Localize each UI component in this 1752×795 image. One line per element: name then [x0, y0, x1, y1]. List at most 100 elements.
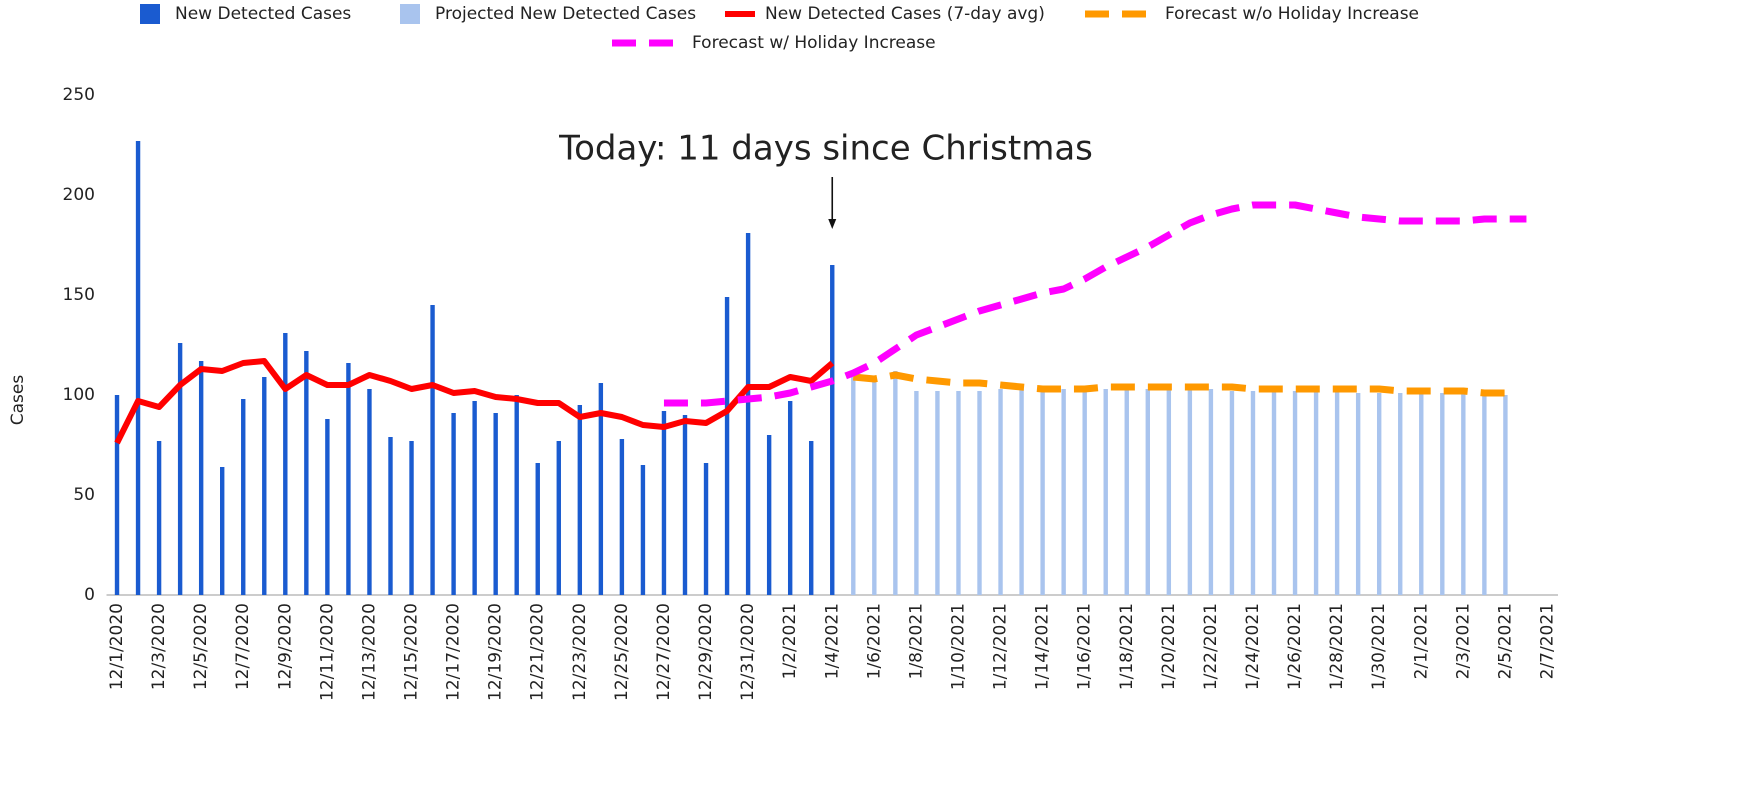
x-tick-label: 1/4/2021 — [822, 603, 842, 679]
bar — [135, 141, 141, 595]
bar — [1040, 389, 1045, 595]
bar — [430, 305, 435, 595]
x-tick-label: 1/30/2021 — [1369, 603, 1389, 690]
annotation: Today: 11 days since Christmas — [558, 129, 1093, 169]
bar — [1229, 391, 1235, 595]
bar — [472, 401, 477, 595]
x-tick-label: 2/1/2021 — [1411, 603, 1431, 679]
bar — [682, 415, 688, 595]
x-tick-label: 1/18/2021 — [1117, 603, 1137, 690]
x-tick-label: 1/10/2021 — [948, 603, 968, 690]
forecast-line — [852, 371, 1506, 397]
bar — [661, 411, 667, 595]
bar — [977, 391, 982, 595]
y-tick-label: 250 — [63, 85, 95, 105]
bar — [1019, 389, 1024, 595]
bar — [1292, 391, 1298, 595]
bar — [956, 391, 961, 595]
x-tick-label: 12/17/2020 — [444, 603, 464, 701]
x-tick-label: 1/8/2021 — [906, 603, 926, 679]
x-tick-label: 2/7/2021 — [1537, 603, 1557, 679]
y-tick-label: 200 — [63, 185, 95, 205]
avg-line — [114, 358, 835, 445]
bar — [1061, 389, 1066, 595]
bar — [1271, 391, 1277, 595]
bar — [1334, 391, 1340, 595]
x-tick-label: 1/24/2021 — [1243, 603, 1263, 690]
x-tick-label: 12/31/2020 — [738, 603, 758, 701]
bar — [262, 377, 267, 595]
bar — [1313, 391, 1319, 595]
bar — [346, 363, 351, 595]
bar — [914, 391, 919, 595]
bar — [1461, 393, 1466, 595]
x-tick-label: 1/22/2021 — [1201, 603, 1221, 690]
bar — [1124, 389, 1129, 595]
x-tick-label: 12/13/2020 — [359, 603, 379, 701]
y-tick-label: 0 — [84, 585, 95, 605]
bar — [388, 437, 393, 595]
x-tick-label: 2/5/2021 — [1495, 603, 1515, 679]
legend-label: New Detected Cases (7-day avg) — [765, 4, 1045, 24]
bar — [640, 465, 646, 595]
x-tick-label: 12/29/2020 — [696, 603, 716, 701]
bar — [1082, 389, 1087, 595]
bar — [619, 439, 625, 595]
x-tick-label: 12/21/2020 — [528, 603, 548, 701]
bar — [787, 401, 793, 595]
bar — [219, 467, 225, 595]
bar — [556, 441, 561, 595]
bar — [1187, 389, 1193, 595]
bar — [325, 419, 330, 595]
bar — [1376, 393, 1382, 595]
bar — [893, 371, 898, 595]
x-tick-label: 1/20/2021 — [1159, 603, 1179, 690]
bar — [1250, 391, 1256, 595]
bar — [156, 441, 162, 595]
bar — [409, 441, 414, 595]
bar — [830, 265, 835, 595]
x-tick-label: 1/12/2021 — [991, 603, 1011, 690]
bar — [809, 441, 814, 595]
bar — [851, 377, 856, 595]
legend-swatch — [140, 4, 160, 24]
bar — [1103, 389, 1108, 595]
legend-label: Forecast w/ Holiday Increase — [692, 33, 936, 53]
legend-label: New Detected Cases — [175, 4, 351, 24]
bar — [1440, 393, 1445, 595]
bar — [577, 405, 583, 595]
legend-swatch — [400, 4, 420, 24]
bar — [1419, 393, 1424, 595]
bar — [935, 391, 940, 595]
bar — [1398, 393, 1403, 595]
y-tick-label: 50 — [73, 485, 95, 505]
bar — [367, 389, 372, 595]
x-tick-label: 12/3/2020 — [149, 603, 169, 690]
bar — [177, 343, 183, 595]
x-tick-label: 2/3/2021 — [1453, 603, 1473, 679]
bar — [598, 383, 604, 595]
bar — [451, 413, 456, 595]
bar — [745, 233, 751, 595]
bar — [493, 413, 498, 595]
bar — [1208, 389, 1214, 595]
bar — [283, 333, 288, 595]
bar — [1482, 395, 1487, 595]
x-tick-label: 12/25/2020 — [612, 603, 632, 701]
bar — [1503, 395, 1508, 595]
x-tick-label: 1/26/2021 — [1285, 603, 1305, 690]
x-tick-label: 1/28/2021 — [1327, 603, 1347, 690]
bar — [198, 361, 204, 595]
x-tick-label: 12/5/2020 — [191, 603, 211, 690]
x-tick-label: 12/1/2020 — [107, 603, 127, 690]
bar — [1355, 393, 1361, 595]
x-tick-label: 1/2/2021 — [780, 603, 800, 679]
bar — [1145, 389, 1150, 595]
bar — [766, 435, 772, 595]
forecast-line — [663, 201, 1527, 407]
x-tick-label: 12/19/2020 — [486, 603, 506, 701]
x-tick-label: 1/16/2021 — [1075, 603, 1095, 690]
bar — [703, 463, 709, 595]
x-tick-label: 12/9/2020 — [275, 603, 295, 690]
